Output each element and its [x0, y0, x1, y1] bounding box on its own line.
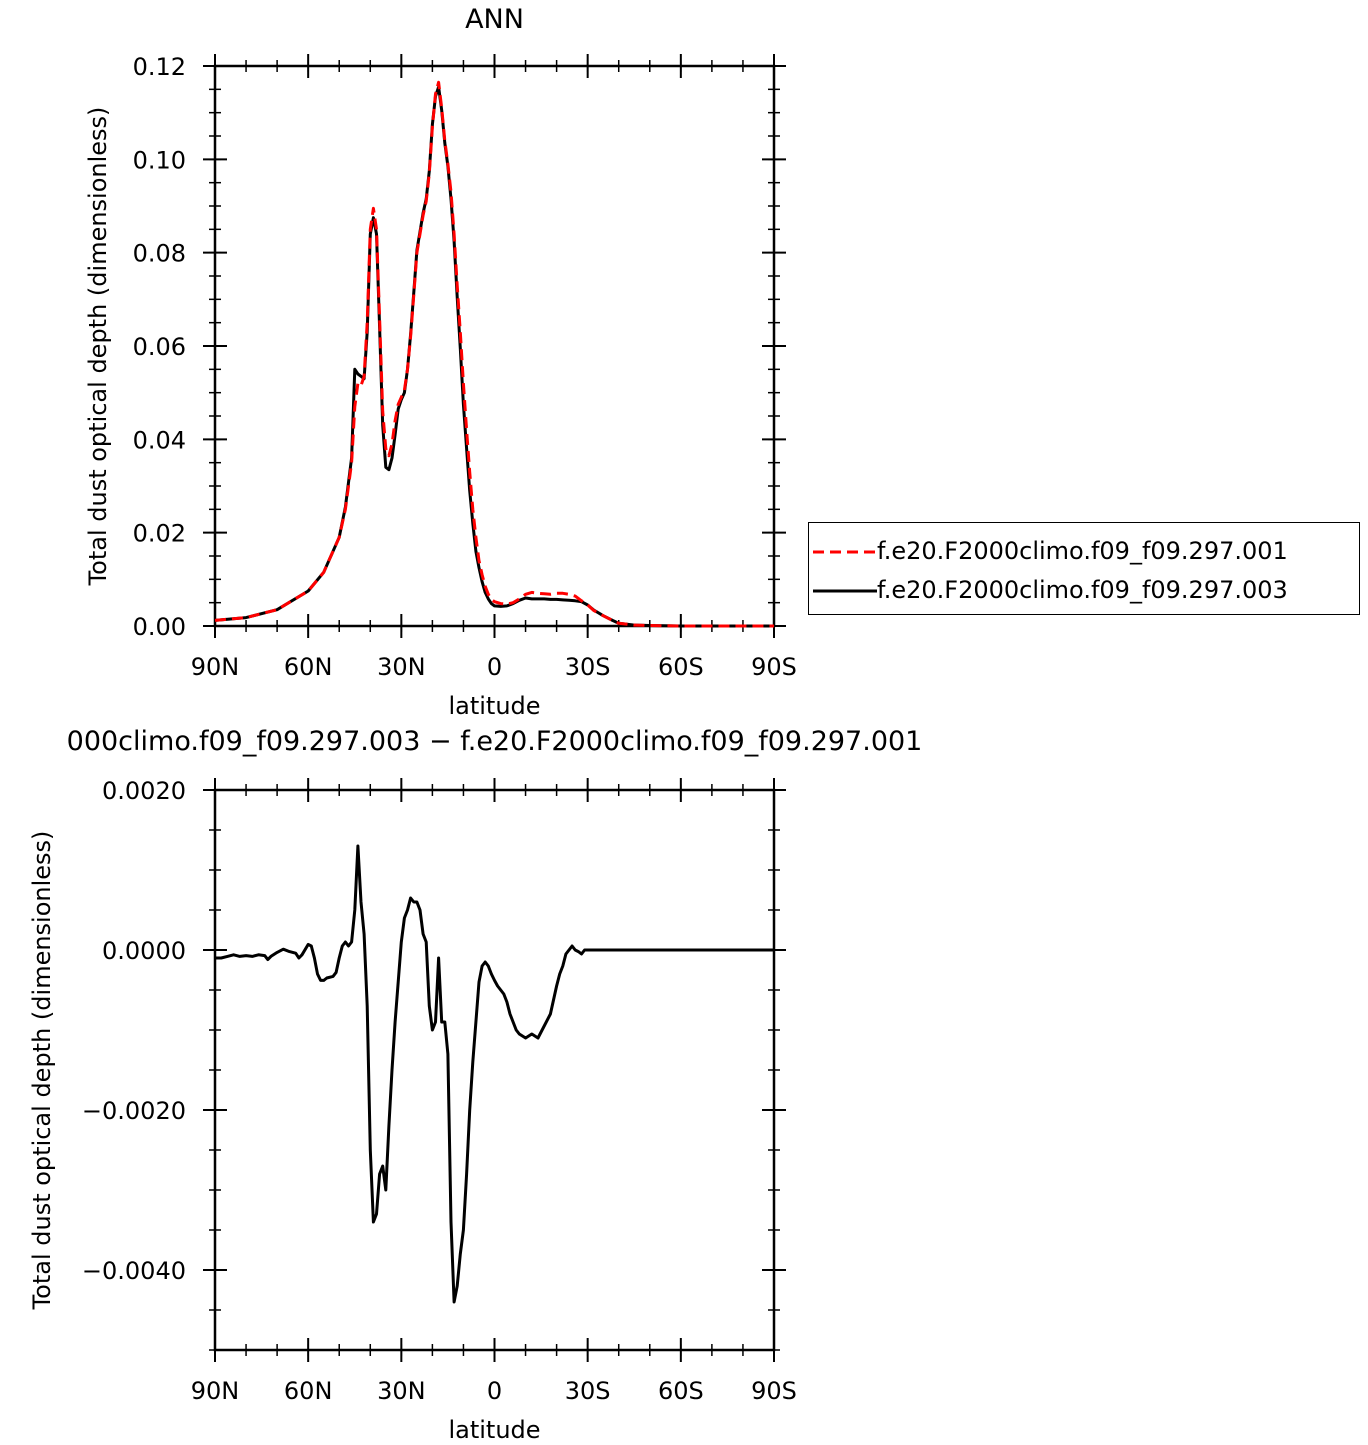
- legend-swatch-dashed-red: [813, 550, 877, 554]
- series-line-1: [214, 85, 774, 628]
- x-tick-label: 30N: [377, 1377, 426, 1405]
- y-tick-label: 0.12: [133, 53, 186, 81]
- x-tick-label: 60S: [658, 1377, 704, 1405]
- x-tick-label: 90S: [751, 1377, 797, 1405]
- y-tick-label: 0.10: [133, 146, 186, 174]
- x-tick-label: 0: [487, 653, 502, 681]
- x-tick-label: 60S: [658, 653, 704, 681]
- x-tick-label: 30S: [565, 1377, 611, 1405]
- x-tick-label: 30S: [565, 653, 611, 681]
- x-tick-label: 90S: [751, 653, 797, 681]
- x-tick-label: 30N: [377, 653, 426, 681]
- legend-label-001: f.e20.F2000climo.f09_f09.297.001: [877, 537, 1288, 565]
- x-tick-label: 60N: [284, 1377, 333, 1405]
- y-tick-label: 0.0000: [102, 937, 186, 965]
- y-axis-label: Total dust optical depth (dimensionless): [28, 831, 56, 1311]
- y-tick-label: −0.0040: [82, 1257, 186, 1285]
- y-tick-label: −0.0020: [82, 1097, 186, 1125]
- chart-title: ANN: [465, 4, 524, 35]
- y-tick-label: 0.08: [133, 240, 186, 268]
- x-tick-label: 0: [487, 1377, 502, 1405]
- x-tick-label: 90N: [191, 653, 240, 681]
- x-axis-label: latitude: [448, 692, 540, 720]
- x-tick-label: 90N: [191, 1377, 240, 1405]
- top-panel: 90N 60N 30N 0 30S 60S 90S 0.00 0.02 0.04 0.06 0.08 0…: [84, 4, 797, 720]
- chart-title: 000climo.f09_f09.297.003 − f.e20.F2000cl…: [67, 726, 923, 757]
- series-line-0: [215, 844, 774, 1304]
- legend-swatch-solid-black: [813, 589, 877, 593]
- legend: f.e20.F2000climo.f09_f09.297.001 f.e20.F…: [808, 522, 1360, 615]
- y-tick-label: 0.04: [133, 426, 186, 454]
- x-tick-label: 60N: [284, 653, 333, 681]
- bottom-panel: 90N 60N 30N 0 30S 60S 90S 0.0020 0.0000 −0.0020 −0…: [28, 726, 922, 1444]
- legend-label-003: f.e20.F2000climo.f09_f09.297.003: [877, 576, 1288, 604]
- y-tick-label: 0.0020: [102, 777, 186, 805]
- y-tick-label: 0.02: [133, 520, 186, 548]
- y-tick-label: 0.00: [133, 613, 186, 641]
- y-tick-label: 0.06: [133, 333, 186, 361]
- plot-frame: [213, 64, 776, 628]
- y-axis-label: Total dust optical depth (dimensionless): [84, 107, 112, 587]
- x-axis-label: latitude: [448, 1416, 540, 1444]
- plot-frame: [213, 788, 776, 1352]
- series-line-0: [214, 80, 774, 628]
